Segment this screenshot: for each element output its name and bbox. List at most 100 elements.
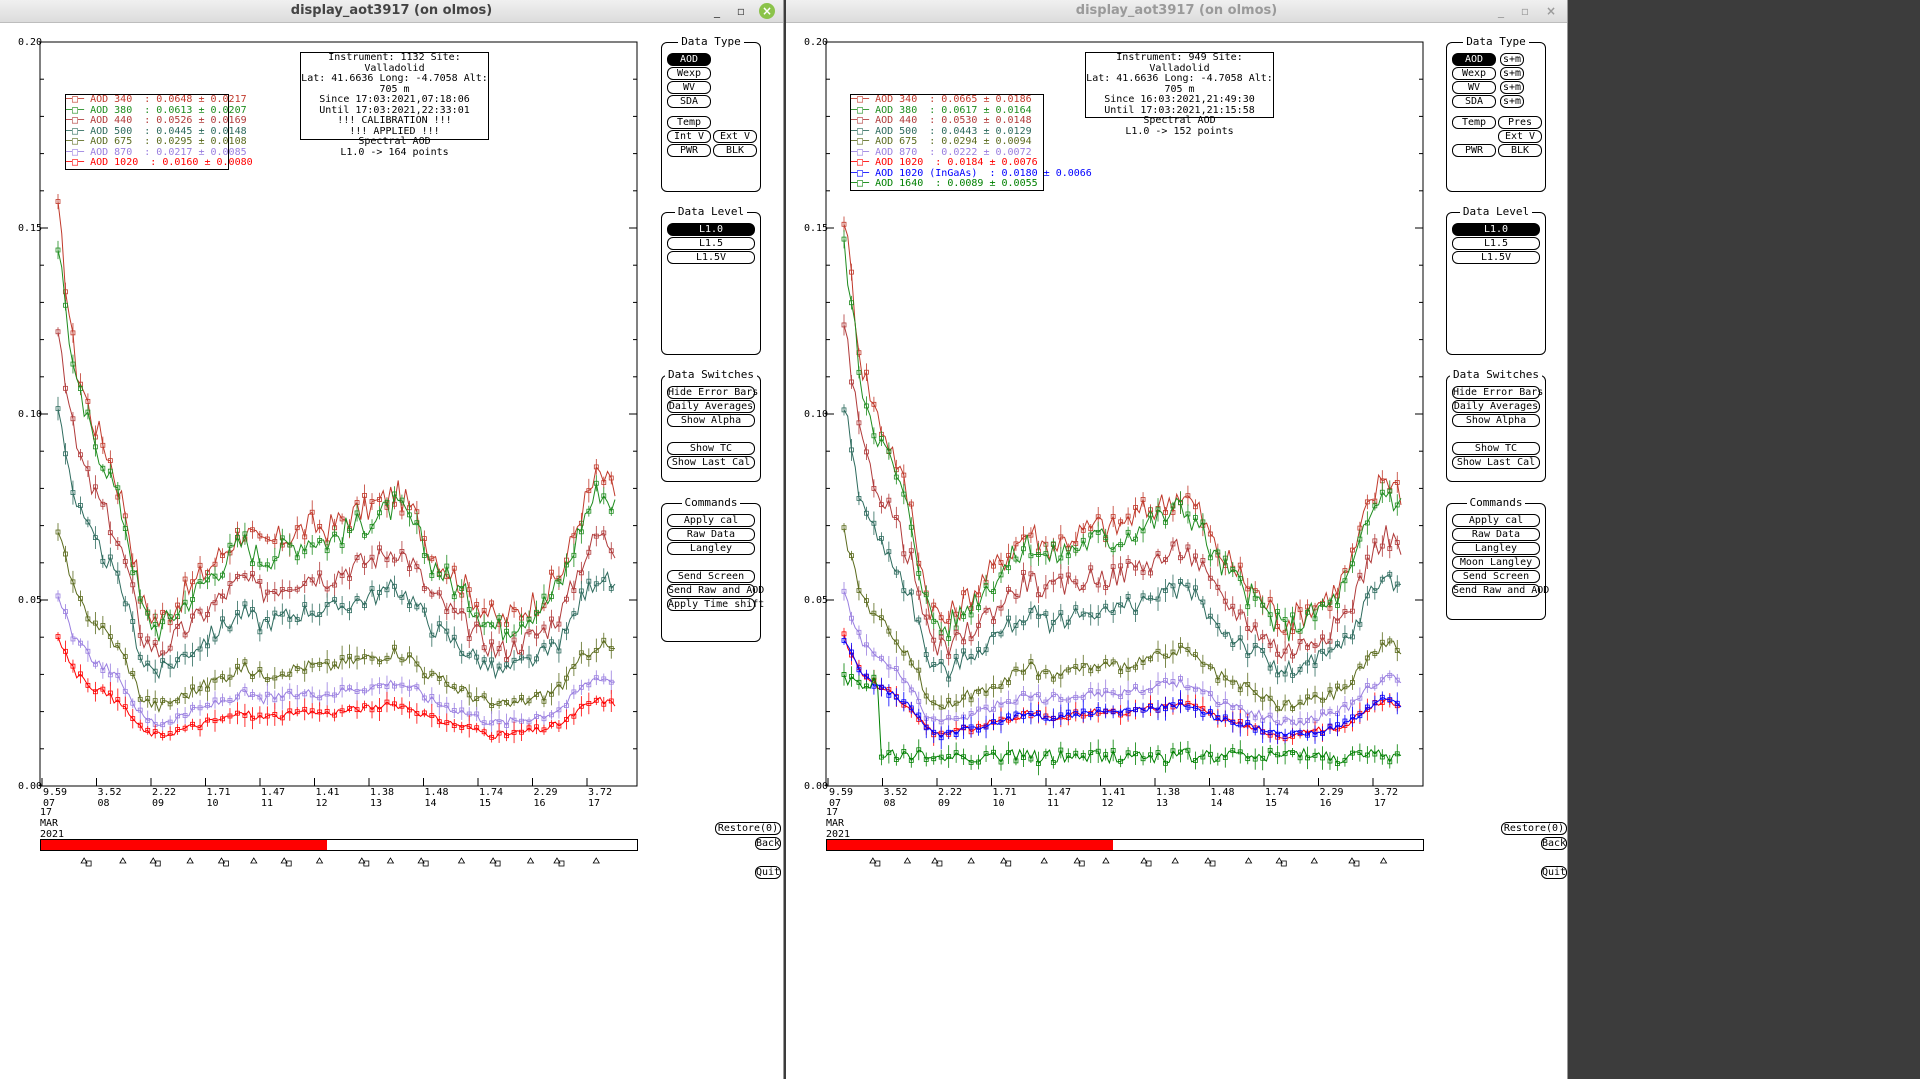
data-point-marker [1006,615,1011,621]
wexp-button[interactable]: Wexp [667,67,711,80]
data-point-marker [1282,733,1288,739]
wv-button[interactable]: WV [1452,81,1496,94]
data-type-panel: Data Type AOD Wexp WV SDA Temp Int V Ext… [661,35,761,192]
data-point-marker [1275,731,1281,737]
data-point-marker [1245,586,1251,592]
send-screen-button[interactable]: Send Screen [1452,570,1540,583]
data-point-marker [549,712,554,718]
data-point-marker [556,578,562,584]
hide-error-bars-button[interactable]: Hide Error Bars [667,386,759,399]
data-point-marker [212,600,218,606]
data-point-marker [354,555,360,560]
show-alpha-button[interactable]: Show Alpha [1452,414,1540,427]
panel-title: Data Type [1463,35,1529,48]
data-point-marker [167,701,173,707]
minimize-icon[interactable]: _ [1498,4,1504,18]
send-raw-aod-button[interactable]: Send Raw and AOD [1452,584,1550,597]
data-point-marker [856,667,862,673]
back-button[interactable]: Back [755,837,781,850]
back-button[interactable]: Back [1541,837,1567,850]
minimize-icon[interactable]: _ [714,4,720,18]
restore-button[interactable]: Restore(0) [1501,822,1567,835]
raw-data-button[interactable]: Raw Data [1452,528,1540,541]
show-alpha-button[interactable]: Show Alpha [667,414,755,427]
temp-button[interactable]: Temp [667,116,711,129]
sda-button[interactable]: SDA [667,95,711,108]
pwr-button[interactable]: PWR [667,144,711,157]
data-point-marker [85,682,91,688]
plot-window-right[interactable]: display_aot3917 (on olmos) _ ▫ × 0.20 0.… [786,0,1568,1079]
data-point-marker [908,660,914,666]
apply-cal-button[interactable]: Apply cal [1452,514,1540,527]
data-point-marker [197,579,203,585]
maximize-icon[interactable]: ▫ [736,4,746,18]
maximize-icon[interactable]: ▫ [1520,4,1530,18]
level-l10-button[interactable]: L1.0 [667,223,755,236]
temp-button[interactable]: Temp [1452,116,1496,129]
level-l15v-button[interactable]: L1.5V [667,251,755,264]
pwr-button[interactable]: PWR [1452,144,1496,157]
ext-v-button[interactable]: Ext V [1498,130,1542,143]
data-point-marker [841,672,847,677]
data-point-marker [1058,697,1064,702]
timeline-marker [280,857,288,864]
blk-button[interactable]: BLK [1498,144,1542,157]
close-icon[interactable]: × [1545,4,1557,18]
level-l15-button[interactable]: L1.5 [1452,237,1540,250]
data-point-marker [1021,713,1026,719]
quit-button[interactable]: Quit [755,866,781,879]
apply-cal-button[interactable]: Apply cal [667,514,755,527]
send-screen-button[interactable]: Send Screen [667,570,755,583]
data-point-marker [1192,758,1198,763]
daily-averages-button[interactable]: Daily Averages [667,400,755,413]
restore-button[interactable]: Restore(0) [715,822,781,835]
data-point-marker [377,659,382,665]
wv-sm-button[interactable]: s+m [1500,81,1524,94]
data-point-marker [212,697,218,703]
x-tick-label: 2.29 16 [1320,787,1344,809]
quit-button[interactable]: Quit [1541,866,1567,879]
plot-window-left[interactable]: display_aot3917 (on olmos) _ ▫ × 0.20 0.… [0,0,784,1079]
level-l15v-button[interactable]: L1.5V [1452,251,1540,264]
int-v-button[interactable]: Int V [667,130,711,143]
daily-averages-button[interactable]: Daily Averages [1452,400,1540,413]
send-raw-aod-button[interactable]: Send Raw and AOD [667,584,765,597]
pres-button[interactable]: Pres [1498,116,1542,129]
sda-button[interactable]: SDA [1452,95,1496,108]
apply-time-shift-button[interactable]: Apply Time shift [667,598,765,611]
show-last-cal-button[interactable]: Show Last Cal [667,456,755,469]
timeline-bar[interactable] [826,839,1424,851]
hide-error-bars-button[interactable]: Hide Error Bars [1452,386,1544,399]
wexp-sm-button[interactable]: s+m [1500,67,1524,80]
data-point-marker [264,677,270,682]
timeline-bar[interactable] [40,839,638,851]
aod-sm-button[interactable]: s+m [1500,53,1524,66]
data-point-marker [287,708,293,714]
aod-button[interactable]: AOD [667,53,711,66]
wv-button[interactable]: WV [667,81,711,94]
data-point-marker [1200,754,1206,760]
langley-button[interactable]: Langley [1452,542,1540,555]
wexp-button[interactable]: Wexp [1452,67,1496,80]
data-point-marker [444,628,450,634]
data-point-marker [384,557,390,563]
level-l15-button[interactable]: L1.5 [667,237,755,250]
show-tc-button[interactable]: Show TC [667,442,755,455]
sda-sm-button[interactable]: s+m [1500,95,1524,108]
langley-button[interactable]: Langley [667,542,755,555]
data-point-marker [212,561,218,567]
close-icon[interactable]: × [759,3,775,19]
level-l10-button[interactable]: L1.0 [1452,223,1540,236]
title-bar[interactable]: display_aot3917 (on olmos) _ ▫ × [786,0,1567,23]
data-point-marker [961,613,967,619]
moon-langley-button[interactable]: Moon Langley [1452,556,1540,569]
title-bar[interactable]: display_aot3917 (on olmos) _ ▫ × [0,0,783,23]
show-tc-button[interactable]: Show TC [1452,442,1540,455]
data-point-marker [991,749,996,755]
raw-data-button[interactable]: Raw Data [667,528,755,541]
ext-v-button[interactable]: Ext V [713,130,757,143]
aod-button[interactable]: AOD [1452,53,1496,66]
blk-button[interactable]: BLK [713,144,757,157]
show-last-cal-button[interactable]: Show Last Cal [1452,456,1540,469]
data-point-marker [931,729,937,735]
